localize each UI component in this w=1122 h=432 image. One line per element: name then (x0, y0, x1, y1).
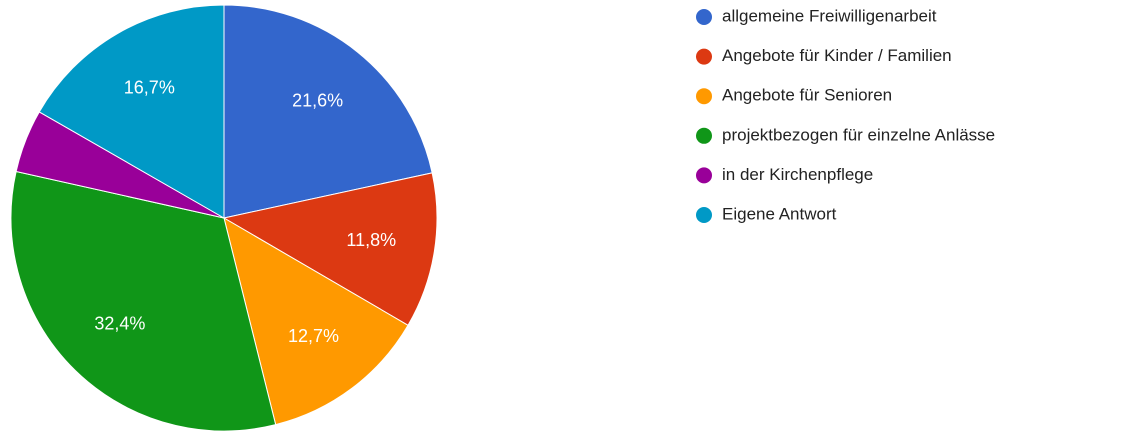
slice-label: 11,8% (346, 230, 396, 250)
legend-label: in der Kirchenpflege (722, 165, 873, 184)
pie-slice (222, 172, 438, 326)
legend-swatch (696, 9, 712, 25)
legend-swatch (696, 48, 712, 65)
legend-swatch (696, 207, 712, 223)
legend-label: Angebote für Kinder / Familien (722, 46, 952, 65)
legend-label: Eigene Antwort (722, 204, 837, 223)
legend-label: projektbezogen für einzelne Anlässe (722, 125, 995, 144)
legend-swatch (696, 127, 712, 144)
slice-label: 21,6% (292, 91, 343, 111)
legend-label: allgemeine Freiwilligenarbeit (722, 6, 937, 25)
legend-label: Angebote für Senioren (722, 86, 892, 105)
legend-swatch (696, 88, 712, 105)
pie-slice (38, 4, 225, 219)
slice-label: 32,4% (94, 313, 145, 333)
pie-slice (223, 4, 433, 219)
pie-slice (10, 170, 277, 432)
slice-label: 16,7% (124, 78, 175, 98)
pie-slice (223, 216, 409, 426)
legend-swatch (696, 167, 712, 184)
slice-label: 12,7% (288, 326, 339, 346)
